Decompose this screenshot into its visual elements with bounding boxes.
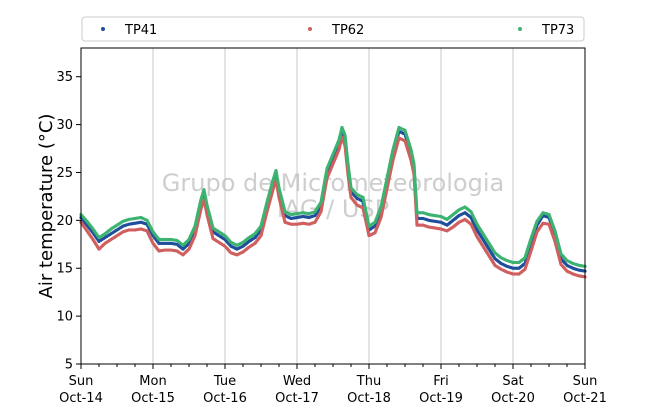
x-tick-label-date: Oct-14 (59, 391, 103, 406)
x-tick-label-date: Oct-15 (131, 391, 175, 406)
legend-frame (81, 16, 585, 42)
x-tick-label-day: Wed (283, 374, 311, 389)
x-tick-label-day: Fri (433, 374, 449, 389)
legend-label-tp73: TP73 (541, 23, 574, 38)
x-tick-label-day: Sun (69, 374, 94, 389)
legend-marker-tp73 (518, 27, 522, 31)
x-axis-ticks: Sun Oct-14 Mon Oct-15 Tue Oct-16 Wed Oct-17 Thu O… (59, 364, 607, 406)
legend: TP41 TP62 TP73 (81, 16, 585, 42)
y-tick-label: 10 (56, 310, 73, 325)
x-tick-label-day: Mon (139, 374, 166, 389)
x-tick-label-date: Oct-18 (347, 391, 391, 406)
series-tp73 (79, 125, 587, 268)
legend-marker-tp41 (101, 27, 105, 31)
y-tick-label: 25 (56, 166, 73, 181)
x-tick-label-date: Oct-17 (275, 391, 319, 406)
y-tick-label: 15 (56, 262, 73, 277)
x-tick-label-day: Tue (213, 374, 236, 389)
watermark-line-1: Grupo de Micrometeorologia (162, 169, 504, 197)
grid-lines (152, 48, 514, 364)
x-tick-label-date: Oct-19 (419, 391, 463, 406)
legend-label-tp41: TP41 (124, 23, 157, 38)
y-tick-label: 5 (65, 358, 73, 373)
series-points (79, 125, 587, 279)
x-tick-label-day: Thu (356, 374, 381, 389)
y-axis-ticks: 5 10 15 20 25 30 35 (56, 70, 81, 373)
x-tick-label-date: Oct-16 (203, 391, 247, 406)
x-tick-label-day: Sat (502, 374, 523, 389)
legend-marker-tp62 (308, 27, 312, 31)
legend-label-tp62: TP62 (331, 23, 364, 38)
y-tick-label: 30 (56, 118, 73, 133)
x-tick-label-day: Sun (573, 374, 598, 389)
x-tick-label-date: Oct-21 (563, 391, 607, 406)
y-tick-label: 20 (56, 214, 73, 229)
x-tick-label-date: Oct-20 (491, 391, 535, 406)
y-axis-label: Air temperature (°C) (36, 114, 57, 299)
y-tick-label: 35 (56, 70, 73, 85)
